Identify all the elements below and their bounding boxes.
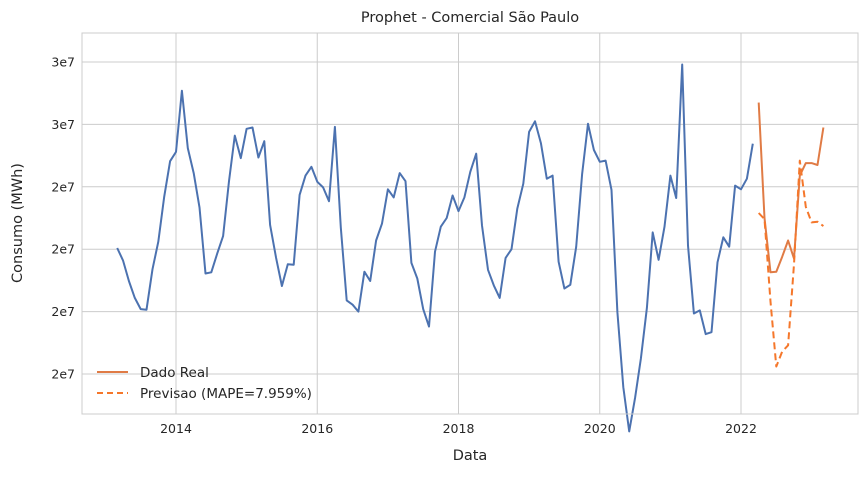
- x-tick-label: 2022: [725, 421, 757, 436]
- forecast-series-line: [757, 159, 824, 368]
- real-series-line: [757, 102, 825, 274]
- x-axis-label: Data: [453, 448, 488, 464]
- x-tick-label: 2014: [160, 421, 192, 436]
- y-tick-label: 2e7: [51, 367, 75, 382]
- y-axis-label: Consumo (MWh): [10, 163, 26, 283]
- y-tick-label: 2e7: [51, 179, 75, 194]
- y-tick-label: 2e7: [51, 242, 75, 257]
- y-tick-label: 3e7: [51, 117, 75, 132]
- legend: Dado Real Previsao (MAPE=7.959%): [97, 365, 312, 402]
- y-gridlines: [82, 61, 858, 375]
- y-tick-labels: 2e7 2e7 2e7 2e7 3e7 3e7: [51, 55, 75, 382]
- legend-label-real: Dado Real: [140, 365, 209, 381]
- x-gridlines: [175, 33, 742, 414]
- y-tick-label: 3e7: [51, 55, 75, 70]
- x-tick-labels: 2014 2016 2018 2020 2022: [160, 421, 757, 436]
- series-layer: [116, 63, 825, 433]
- historical-series-line: [116, 63, 754, 433]
- chart-title: Prophet - Comercial São Paulo: [361, 10, 579, 26]
- x-tick-label: 2016: [301, 421, 333, 436]
- x-tick-label: 2018: [443, 421, 475, 436]
- plot-frame: [81, 32, 859, 415]
- x-tick-label: 2020: [584, 421, 616, 436]
- y-tick-label: 2e7: [51, 304, 75, 319]
- legend-label-forecast: Previsao (MAPE=7.959%): [140, 386, 312, 402]
